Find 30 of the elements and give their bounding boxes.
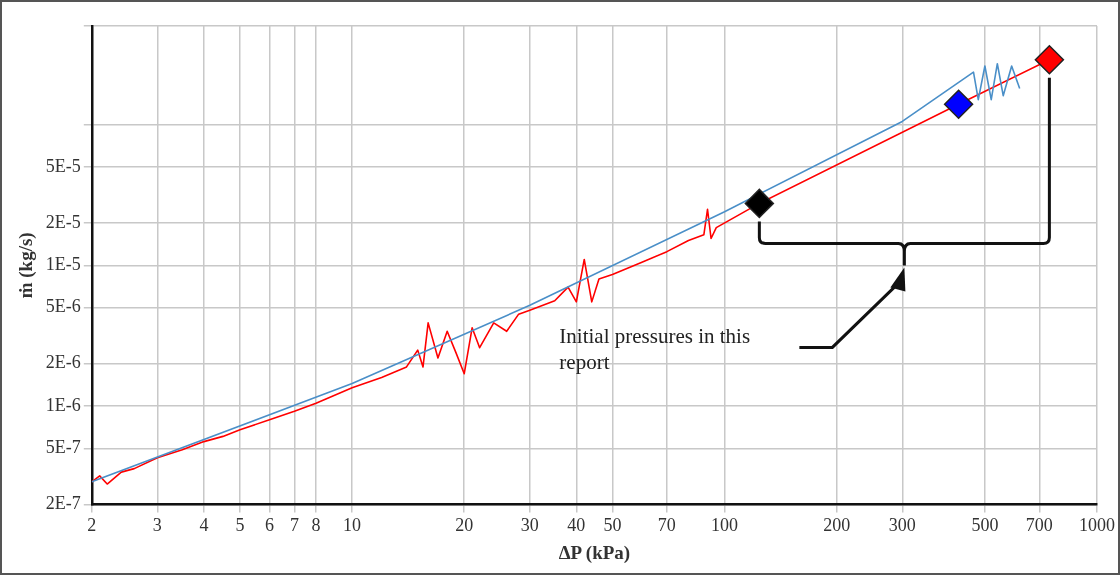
x-tick-label: 1000 (1079, 515, 1115, 536)
y-tick-label: 1E-6 (45, 394, 81, 415)
y-tick-label: 5E-5 (45, 155, 81, 176)
x-tick-label: 10 (343, 515, 362, 536)
y-tick-label: 2E-5 (45, 211, 81, 232)
x-tick-label: 8 (311, 515, 321, 536)
x-tick-label: 100 (711, 515, 739, 536)
x-tick-label: 5 (235, 515, 245, 536)
annotation: Initial pressures in this report (559, 324, 751, 375)
x-axis-title: ΔP (kPa) (558, 541, 631, 564)
y-tick-label: 5E-6 (45, 296, 81, 317)
y-tick-label: 2E-7 (45, 493, 81, 514)
y-tick-label: 1E-5 (45, 254, 81, 275)
x-tick-label: 30 (520, 515, 539, 536)
x-tick-label: 300 (888, 515, 916, 536)
x-tick-label: 20 (455, 515, 474, 536)
x-tick-label: 4 (199, 515, 209, 536)
x-tick-label: 2 (87, 515, 97, 536)
y-tick-label: 2E-6 (45, 352, 81, 373)
x-tick-label: 3 (152, 515, 162, 536)
y-axis-title: ṁ (kg/s) (15, 232, 38, 299)
x-tick-label: 6 (264, 515, 274, 536)
x-tick-label: 200 (823, 515, 851, 536)
x-tick-label: 40 (567, 515, 586, 536)
x-tick-label: 50 (603, 515, 622, 536)
x-tick-label: 500 (971, 515, 999, 536)
x-tick-label: 70 (657, 515, 676, 536)
x-tick-label: 7 (289, 515, 299, 536)
x-tick-label: 700 (1025, 515, 1053, 536)
y-tick-label: 5E-7 (45, 437, 81, 458)
